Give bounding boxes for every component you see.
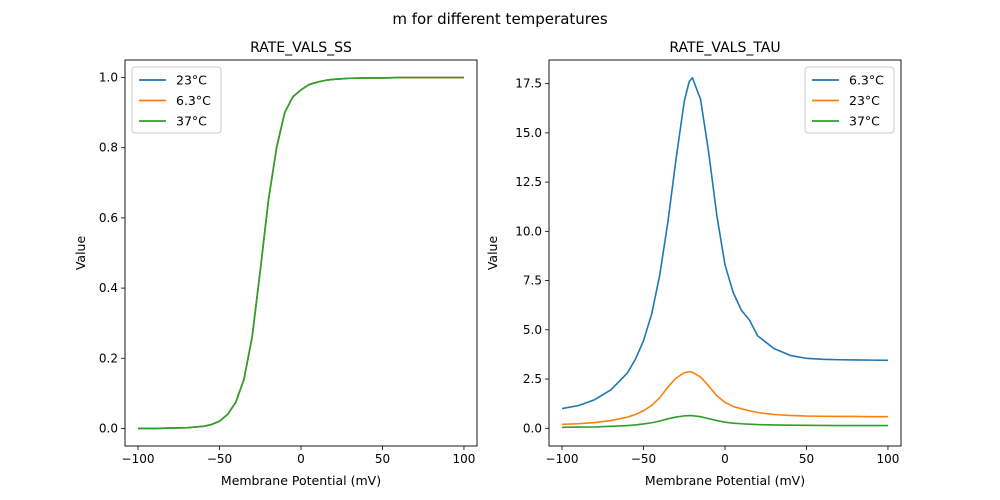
chart-title: RATE_VALS_SS <box>250 40 352 56</box>
y-tick-label: 0.8 <box>99 141 118 155</box>
y-tick-label: 1.0 <box>99 71 118 85</box>
series-line-2 <box>138 76 464 430</box>
y-tick-label: 12.5 <box>515 175 542 189</box>
legend-box <box>131 66 222 134</box>
legend: 23°C 6.3°C 37°C <box>131 66 222 134</box>
series-line-2 <box>562 414 888 429</box>
series-line-1 <box>562 370 888 426</box>
y-tick-label: 10.0 <box>515 224 542 238</box>
y-tick-label: 17.5 <box>515 77 542 91</box>
legend: 6.3°C 23°C 37°C <box>804 66 895 134</box>
x-tick-label: −100 <box>546 452 579 466</box>
x-tick-label: 100 <box>453 452 476 466</box>
legend-box <box>804 66 895 134</box>
x-tick-label: −50 <box>631 452 656 466</box>
y-tick-label: 0.0 <box>99 421 118 435</box>
x-tick-label: 100 <box>877 452 900 466</box>
y-tick-label: 2.5 <box>523 372 542 386</box>
x-axis-label: Membrane Potential (mV) <box>221 473 381 488</box>
legend-label: 6.3°C <box>849 73 884 88</box>
y-tick-label: 0.4 <box>99 281 118 295</box>
legend-label: 37°C <box>176 114 207 129</box>
x-axis-label: Membrane Potential (mV) <box>645 473 805 488</box>
y-tick-label: 7.5 <box>523 274 542 288</box>
series-line-0 <box>561 76 888 410</box>
chart-title: RATE_VALS_TAU <box>669 40 780 56</box>
panel-rate-vals-ss: RATE_VALS_SS −100 −50 0 50 100 0.0 0.2 0.4 0.6 0.8… <box>73 40 478 488</box>
x-tick-label: 0 <box>721 452 729 466</box>
x-tick-label: −100 <box>122 452 155 466</box>
y-tick-label: 15.0 <box>515 126 542 140</box>
y-tick-label: 0.2 <box>99 351 118 365</box>
y-axis-label: Value <box>73 236 88 271</box>
legend-label: 37°C <box>849 114 880 129</box>
legend-label: 23°C <box>176 73 207 88</box>
y-tick-label: 0.6 <box>99 211 118 225</box>
panel-rate-vals-tau: RATE_VALS_TAU −100 −50 0 50 100 0.0 2.5 5.0 7.5 10… <box>485 40 902 488</box>
legend-label: 6.3°C <box>176 93 211 108</box>
y-axis-label: Value <box>485 236 500 271</box>
x-tick-label: −50 <box>207 452 232 466</box>
y-tick-label: 0.0 <box>523 421 542 435</box>
figure-title: m for different temperatures <box>392 10 608 28</box>
y-tick-label: 5.0 <box>523 323 542 337</box>
x-tick-label: 0 <box>297 452 305 466</box>
legend-label: 23°C <box>849 93 880 108</box>
x-tick-label: 50 <box>375 452 390 466</box>
x-tick-label: 50 <box>799 452 814 466</box>
